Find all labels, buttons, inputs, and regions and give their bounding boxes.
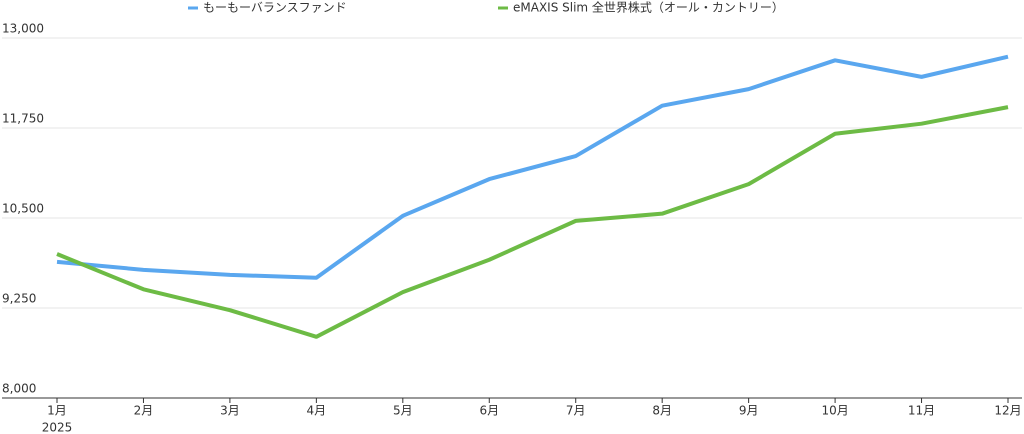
y-tick-label: 10,500 <box>2 202 44 216</box>
x-tick-label: 5月 <box>393 404 413 418</box>
x-tick-label: 6月 <box>479 404 499 418</box>
series-line <box>56 105 1009 339</box>
x-tick-label: 12月 <box>994 404 1021 418</box>
x-tick-label: 2月 <box>134 404 154 418</box>
x-tick-label: 7月 <box>566 404 586 418</box>
x-tick-label: 11月 <box>908 404 935 418</box>
y-tick-label: 9,250 <box>2 292 36 306</box>
y-tick-label: 11,750 <box>2 112 44 126</box>
x-tick-label: 10月 <box>821 404 848 418</box>
legend-label: eMAXIS Slim 全世界株式（オール・カントリー） <box>513 0 784 15</box>
y-tick-label: 8,000 <box>2 382 36 396</box>
series-line <box>56 54 1009 280</box>
year-label: 2025 <box>42 421 73 434</box>
x-tick-label: 9月 <box>739 404 759 418</box>
x-tick-label: 3月 <box>220 404 240 418</box>
legend-label: もーもーバランスファンド <box>203 1 347 15</box>
x-tick-label: 1月 <box>47 404 67 418</box>
y-tick-label: 13,000 <box>2 22 44 36</box>
x-tick-label: 8月 <box>652 404 672 418</box>
x-tick-label: 4月 <box>307 404 327 418</box>
